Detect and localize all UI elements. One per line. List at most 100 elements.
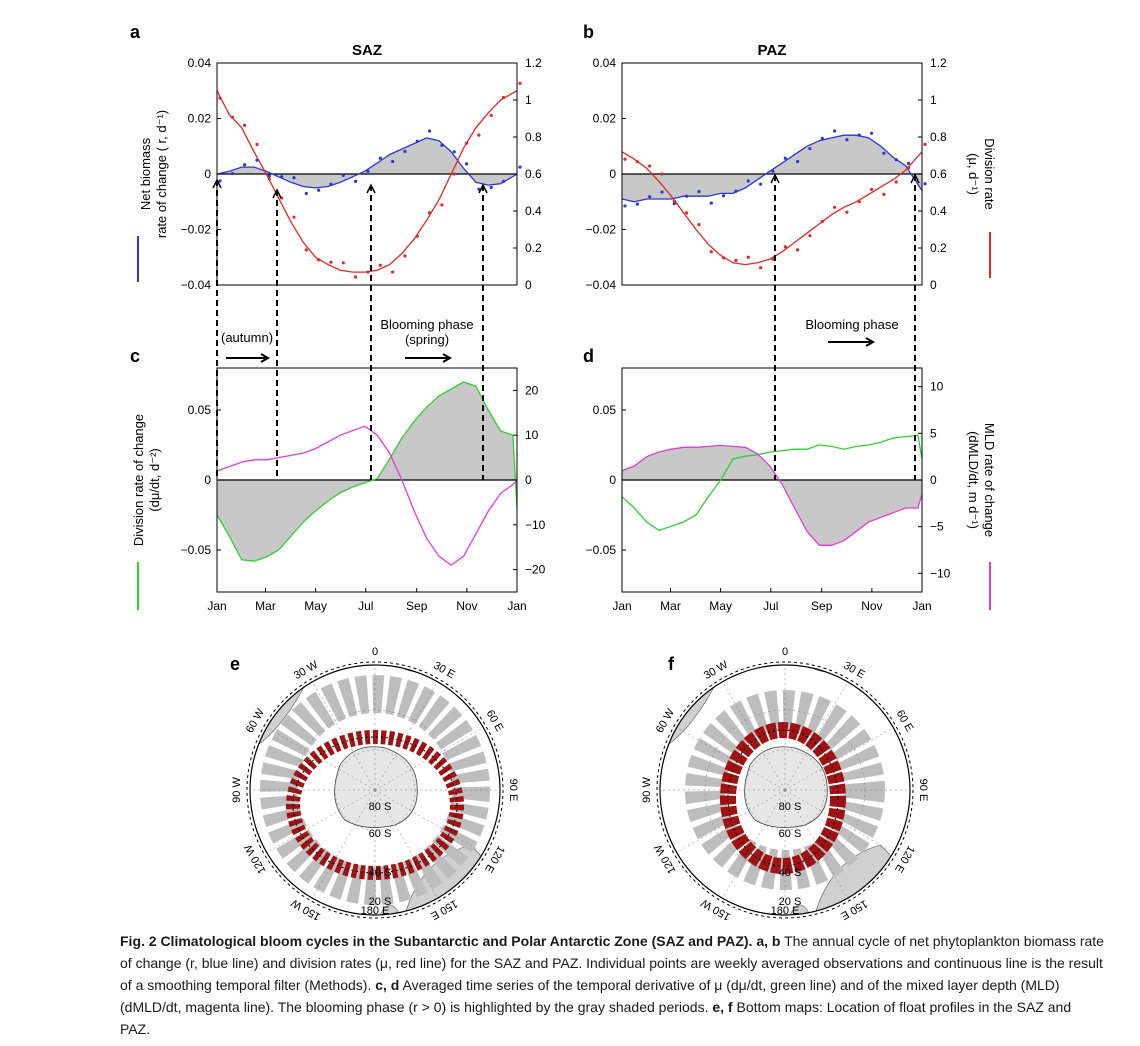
data-point (685, 194, 689, 198)
data-point (317, 258, 321, 262)
data-point (796, 248, 800, 252)
data-point (820, 136, 824, 140)
longitude-label: 60 E (894, 708, 916, 734)
longitude-label: 90 W (231, 777, 243, 803)
data-point (255, 142, 259, 146)
panel-title-paz: PAZ (758, 42, 787, 59)
longitude-label: 0 (372, 646, 378, 658)
data-point (304, 191, 308, 196)
map-rim (659, 664, 911, 916)
longitude-label: 30 E (431, 660, 457, 682)
data-point (378, 263, 382, 267)
data-point (366, 169, 370, 173)
data-point (771, 169, 775, 173)
latitude-label: 80 S (779, 801, 802, 813)
x-tick-label: Jan (612, 599, 631, 613)
label-autumn: (autumn) (221, 330, 273, 345)
y-tick-label-left: −0.02 (181, 223, 212, 237)
panel-letter-c: c (130, 346, 140, 366)
x-tick-label: May (304, 599, 327, 613)
data-point (464, 162, 469, 166)
x-tick-label: Mar (660, 599, 681, 613)
panel-letter-a: a (130, 22, 141, 42)
y-tick-label-right: 1 (930, 93, 937, 107)
shaded-area (622, 445, 922, 546)
meridian-line (266, 789, 376, 853)
y-tick-label-right: −20 (525, 563, 546, 577)
svg-text:(dμ/dt, d⁻²): (dμ/dt, d⁻²) (147, 448, 162, 511)
series-line-r (217, 137, 517, 189)
data-point (746, 179, 750, 183)
map-rim-dashed (246, 661, 504, 919)
direction-arrowhead (865, 337, 876, 347)
meridian-line (784, 789, 848, 899)
data-point (230, 115, 234, 119)
y-tick-label-right: −5 (930, 520, 944, 534)
y-tick-label-right: 1 (525, 93, 532, 107)
data-point (820, 219, 824, 224)
series-line-r (622, 134, 922, 203)
data-point (894, 180, 898, 184)
meridian-line (784, 727, 894, 791)
longitude-label: 0 (782, 646, 788, 658)
y-tick-label-left: 0 (204, 167, 211, 181)
data-point (354, 179, 358, 183)
y-tick-label-left: −0.04 (586, 278, 617, 292)
meridian-line (374, 789, 438, 899)
data-point (427, 211, 432, 215)
data-point (230, 171, 234, 176)
data-point (489, 185, 493, 190)
y-tick-label-left: −0.05 (586, 543, 617, 557)
svg-text:Division rate of change: Division rate of change (131, 414, 146, 546)
y-axis-title-r: Net biomass rate of change ( r, d⁻¹) (138, 110, 169, 238)
data-point (452, 150, 456, 154)
y-tick-label-right: 10 (525, 428, 539, 442)
data-point (440, 203, 444, 207)
data-point (292, 176, 296, 180)
chart-panel-a: 0.04 0.02 0 −0.02 −0.04 1.2 1 0.8 0.6 0.4 0.2 0 (181, 56, 542, 292)
data-point (391, 159, 395, 164)
float-profiles-outline (727, 729, 839, 867)
y-tick-label-right: 0.2 (930, 241, 947, 255)
meridian-line (784, 681, 848, 791)
data-point (243, 163, 247, 167)
phase-arrowhead (272, 188, 282, 199)
data-point (489, 113, 493, 118)
data-point (329, 182, 333, 186)
land-antarctica (744, 746, 828, 828)
data-point (518, 165, 522, 169)
data-point (464, 141, 469, 145)
shaded-area (217, 137, 517, 188)
y-tick-label-left: 0.05 (188, 403, 212, 417)
y-tick-label-right: 0.4 (930, 204, 947, 218)
y-tick-label-right: 0 (525, 278, 532, 292)
longitude-label: 30 W (702, 659, 731, 683)
meridian-line (722, 681, 786, 791)
phase-arrowhead (478, 183, 488, 194)
data-point (672, 202, 676, 206)
data-point (796, 159, 800, 164)
series-line-dμ/dt (622, 434, 922, 532)
map-rim-dashed (656, 661, 914, 919)
svg-text:Division rate: Division rate (982, 138, 997, 210)
data-point (722, 256, 726, 260)
data-point (906, 161, 911, 165)
latitude-label: 40 S (779, 867, 802, 879)
y-axis-title-mu: Division rate (μ, d⁻¹) (966, 138, 997, 210)
chart-panel-d: 0.05 0 −0.05 10 5 0 −5 −10 Jan Mar May Jul Sep Nov Jan (586, 367, 951, 613)
data-point (845, 138, 849, 142)
data-point (378, 156, 382, 160)
caption-cd: c, d (375, 977, 400, 993)
map-rim (249, 664, 501, 916)
y-tick-label-left: −0.05 (181, 543, 212, 557)
meridian-line (312, 681, 376, 791)
y-axis-title-mld: MLD rate of change (dMLD/dt, m d⁻¹) (966, 423, 997, 537)
y-tick-label-left: 0.05 (593, 403, 617, 417)
data-point (697, 222, 701, 227)
data-point (267, 174, 271, 178)
caption-ef-text: Bottom maps: Location of float profiles … (120, 999, 1072, 1037)
caption-cd-text: Averaged time series of the temporal der… (120, 977, 1060, 1015)
y-tick-label-left: 0.04 (593, 56, 617, 70)
y-tick-label-left: −0.04 (181, 278, 212, 292)
data-point (709, 201, 713, 205)
